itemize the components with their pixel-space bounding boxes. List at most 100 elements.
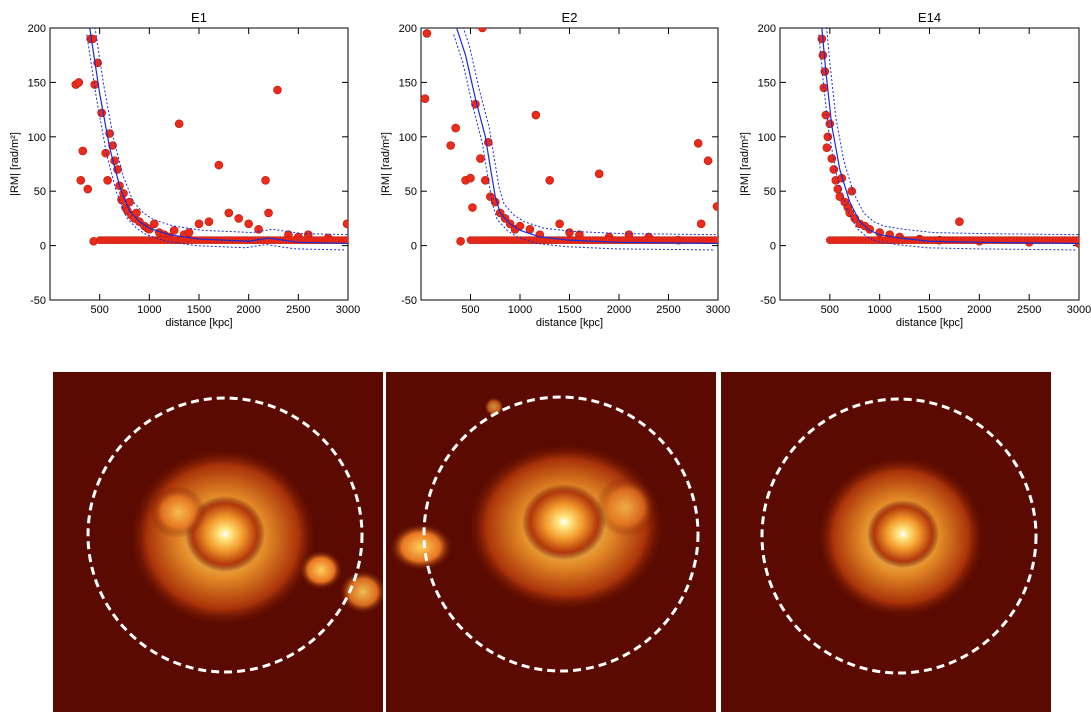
rm-point bbox=[150, 219, 159, 229]
virial-radius-circle bbox=[422, 395, 700, 673]
plot-frame bbox=[420, 27, 719, 301]
image-panel-e1 bbox=[53, 372, 383, 712]
y-tick-label: 150 bbox=[28, 77, 46, 89]
data-layer bbox=[71, 28, 348, 251]
rm-point bbox=[696, 219, 706, 229]
x-tick-label: 2000 bbox=[607, 304, 631, 316]
rm-point bbox=[83, 184, 93, 194]
rm-point bbox=[204, 217, 214, 226]
x-tick-label: 3000 bbox=[706, 304, 730, 316]
chart-title: E1 bbox=[191, 10, 207, 25]
substructure-blob bbox=[339, 570, 383, 614]
rm-point bbox=[485, 192, 495, 201]
rm-profile-line bbox=[89, 28, 348, 245]
y-tick-label: 150 bbox=[399, 77, 417, 89]
rm-point bbox=[845, 208, 855, 218]
rm-point bbox=[224, 208, 234, 218]
rm-profile-upper bbox=[94, 28, 348, 236]
rm-point bbox=[78, 146, 88, 156]
y-tick-label: 100 bbox=[28, 132, 46, 144]
x-tick-label: 2500 bbox=[286, 304, 310, 316]
chart-title: E2 bbox=[562, 10, 578, 25]
y-tick-label: 0 bbox=[411, 241, 417, 253]
rm-point bbox=[712, 202, 718, 211]
rm-profile-upper bbox=[462, 28, 718, 236]
rm-point bbox=[466, 173, 475, 183]
x-tick-label: 1500 bbox=[557, 304, 581, 316]
rm-profile-line bbox=[456, 28, 718, 245]
y-tick-label: 200 bbox=[28, 23, 46, 35]
x-tick-label: 500 bbox=[90, 304, 108, 316]
rm-point bbox=[829, 165, 839, 174]
rm-point bbox=[468, 203, 477, 212]
y-tick-label: 50 bbox=[34, 186, 46, 198]
rm-point bbox=[693, 139, 703, 148]
y-axis-label: |RM| [rad/m²] bbox=[9, 132, 21, 196]
y-tick-label: 150 bbox=[758, 77, 776, 89]
y-tick-label: 100 bbox=[399, 132, 417, 144]
virial-radius-circle bbox=[86, 396, 364, 674]
chart-0: E1 500 1000 1500 2000 2500 3000 -50 0 50 100 150 200… bbox=[9, 10, 360, 329]
rm-point bbox=[214, 160, 224, 170]
rm-point bbox=[342, 219, 348, 229]
rm-point bbox=[822, 143, 832, 152]
rm-point bbox=[422, 29, 432, 38]
substructure-blob bbox=[150, 486, 206, 538]
y-axis-label: |RM| [rad/m²] bbox=[739, 132, 751, 196]
cluster-core bbox=[522, 484, 606, 560]
rm-point bbox=[703, 156, 713, 166]
x-tick-label: 1000 bbox=[508, 304, 532, 316]
rm-point bbox=[594, 169, 604, 179]
rm-profile-lower bbox=[453, 34, 716, 251]
x-tick-label: 2000 bbox=[236, 304, 260, 316]
y-tick-label: 0 bbox=[40, 241, 46, 253]
rm-point-band bbox=[1074, 236, 1079, 245]
substructure-blob bbox=[596, 477, 656, 537]
rm-point bbox=[555, 219, 564, 229]
rm-point bbox=[481, 176, 490, 185]
x-tick-label: 1500 bbox=[917, 304, 941, 316]
data-layer bbox=[421, 28, 718, 251]
x-tick-label: 3000 bbox=[1067, 304, 1091, 316]
y-tick-label: 200 bbox=[758, 23, 776, 35]
plot-frame bbox=[49, 27, 349, 301]
rm-profile-lower bbox=[818, 34, 1077, 251]
rm-point bbox=[264, 208, 273, 218]
y-tick-label: 100 bbox=[758, 132, 776, 144]
rm-point bbox=[817, 34, 827, 44]
rm-point bbox=[545, 176, 555, 185]
image-panel-e2 bbox=[386, 372, 716, 712]
rm-point bbox=[273, 85, 282, 95]
chart-1: E2 500 1000 1500 2000 2500 3000 -50 0 50 100 150 200… bbox=[380, 10, 730, 329]
rm-point bbox=[820, 67, 830, 76]
substructure-blob bbox=[389, 523, 453, 571]
rm-point bbox=[955, 217, 964, 226]
rm-point bbox=[565, 228, 574, 237]
rm-point-band bbox=[713, 236, 718, 245]
rm-point bbox=[835, 192, 845, 201]
x-tick-label: 1500 bbox=[187, 304, 211, 316]
rm-point bbox=[184, 228, 194, 237]
y-tick-label: 50 bbox=[764, 186, 776, 198]
x-tick-label: 500 bbox=[821, 304, 839, 316]
rm-point bbox=[476, 154, 485, 163]
rm-profile-lower bbox=[86, 34, 346, 251]
y-tick-label: 200 bbox=[399, 23, 417, 35]
x-tick-label: 2500 bbox=[656, 304, 680, 316]
rm-profile-upper bbox=[826, 28, 1079, 236]
rm-point bbox=[174, 119, 184, 129]
rm-point bbox=[456, 236, 465, 246]
chart-2: E14 500 1000 1500 2000 2500 3000 -50 0 50 100 150 20… bbox=[739, 10, 1091, 329]
x-tick-label: 1000 bbox=[867, 304, 891, 316]
rm-point bbox=[478, 28, 487, 33]
y-tick-label: -50 bbox=[401, 295, 417, 307]
x-tick-label: 2500 bbox=[1017, 304, 1041, 316]
rm-point bbox=[821, 110, 831, 120]
y-tick-label: 50 bbox=[405, 186, 417, 198]
rm-point bbox=[421, 94, 430, 104]
x-tick-label: 3000 bbox=[336, 304, 360, 316]
rm-point bbox=[825, 119, 835, 129]
y-tick-label: 0 bbox=[770, 241, 776, 253]
rm-point bbox=[531, 110, 541, 120]
